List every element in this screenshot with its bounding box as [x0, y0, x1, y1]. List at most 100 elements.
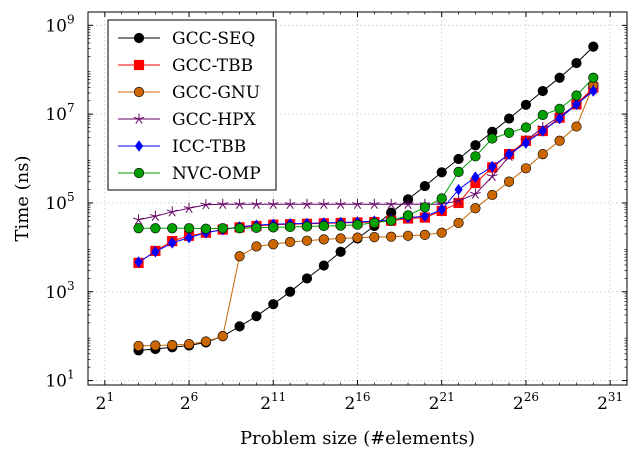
data-point — [268, 299, 279, 310]
data-point — [268, 222, 279, 233]
data-point — [251, 198, 262, 209]
legend-label: GCC-GNU — [172, 83, 260, 103]
data-point — [285, 236, 296, 248]
data-point — [538, 125, 547, 137]
data-point — [520, 163, 532, 174]
data-point — [419, 180, 430, 192]
data-point — [471, 171, 480, 183]
series-line — [138, 85, 594, 347]
data-point — [352, 219, 363, 230]
data-point — [454, 183, 463, 196]
data-point — [521, 137, 531, 149]
data-point — [453, 166, 464, 177]
data-point — [402, 210, 414, 221]
data-point — [285, 221, 296, 233]
data-point — [589, 85, 598, 97]
data-point — [352, 232, 363, 243]
y-tick-label: 101 — [45, 368, 74, 392]
data-point — [251, 241, 262, 252]
data-point — [301, 235, 313, 246]
data-point — [301, 198, 313, 209]
data-point — [520, 122, 532, 133]
data-point — [134, 256, 143, 268]
data-point — [168, 237, 177, 249]
data-point — [503, 127, 515, 138]
series-layer — [133, 41, 599, 356]
legend-label: GCC-SEQ — [172, 29, 255, 49]
data-point — [436, 167, 447, 178]
data-point — [555, 112, 564, 125]
data-point — [133, 340, 144, 352]
x-tick-label: 21 — [96, 390, 114, 414]
data-point — [488, 160, 497, 173]
data-point — [251, 311, 262, 322]
data-point — [267, 198, 279, 209]
data-point — [436, 227, 447, 238]
x-axis-label: Problem size (#elements) — [240, 428, 475, 449]
data-point — [402, 230, 414, 241]
data-point — [352, 198, 363, 209]
data-point — [200, 336, 212, 347]
data-point — [368, 198, 380, 209]
legend-label: GCC-HPX — [172, 110, 257, 130]
data-point — [318, 198, 330, 209]
data-point — [470, 151, 481, 162]
data-point — [554, 72, 565, 83]
data-point — [420, 210, 430, 223]
data-point — [588, 72, 599, 83]
x-tick-label: 26 — [180, 390, 198, 414]
data-point — [419, 202, 430, 213]
data-point — [554, 135, 565, 146]
data-point — [453, 195, 464, 206]
legend: GCC-SEQ GCC-TBB GCC-GNU GCC-HPX ICC-TBB NVC-O… — [107, 19, 277, 191]
data-point — [285, 286, 296, 297]
axis-ticks: 21 26 211 216 221 226 231 101 103 105 107 109 — [45, 12, 627, 414]
data-point — [301, 221, 313, 232]
data-point — [571, 57, 582, 69]
data-point — [200, 199, 212, 210]
data-point — [318, 234, 329, 245]
y-tick-label: 105 — [45, 190, 74, 214]
data-point — [184, 231, 194, 244]
data-point — [183, 339, 195, 350]
data-point — [284, 198, 296, 209]
data-point — [217, 198, 229, 209]
y-tick-label: 109 — [45, 12, 74, 36]
data-point — [335, 220, 346, 231]
data-point — [234, 321, 245, 332]
x-tick-label: 221 — [429, 390, 455, 414]
data-point — [167, 339, 178, 351]
y-tick-label: 103 — [45, 279, 74, 303]
legend-item: GCC-HPX — [118, 110, 257, 130]
data-point — [318, 260, 329, 271]
data-point — [487, 133, 498, 144]
legend-marker — [133, 32, 145, 44]
data-point — [151, 246, 160, 258]
data-point — [251, 222, 262, 233]
data-point — [386, 231, 397, 242]
x-tick-label: 231 — [597, 390, 623, 414]
data-point — [150, 340, 161, 351]
data-point — [335, 198, 347, 209]
legend-marker — [133, 167, 145, 179]
data-point — [386, 215, 397, 226]
legend-label: GCC-TBB — [172, 56, 253, 76]
data-point — [234, 198, 245, 209]
data-point — [554, 103, 565, 114]
data-point — [470, 203, 481, 214]
data-point — [572, 98, 581, 111]
data-point — [520, 99, 532, 110]
data-point — [453, 217, 464, 229]
data-point — [268, 239, 279, 250]
data-point — [167, 223, 178, 234]
data-point — [402, 198, 414, 209]
data-point — [571, 90, 582, 101]
data-point — [437, 203, 446, 216]
y-tick-label: 107 — [45, 101, 74, 125]
data-point — [369, 232, 380, 243]
data-point — [537, 148, 548, 160]
data-point — [166, 206, 178, 217]
data-point — [217, 223, 228, 234]
data-point — [504, 148, 514, 160]
data-point — [385, 198, 397, 209]
